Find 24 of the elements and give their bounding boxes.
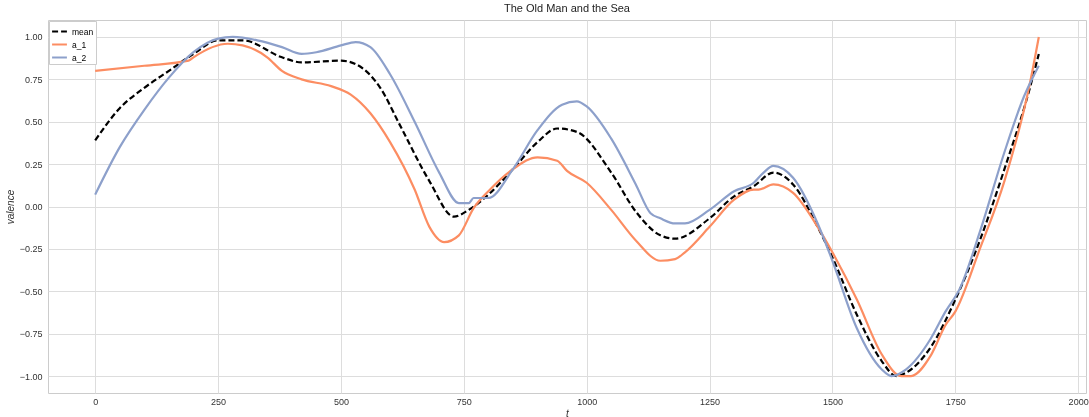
x-axis-title: t	[566, 407, 571, 417]
y-tick-label: 0.75	[24, 74, 43, 85]
chart-title: The Old Man and the Sea	[504, 2, 631, 14]
y-tick-label: −0.75	[19, 329, 43, 340]
legend-label: mean	[72, 26, 94, 37]
x-tick-label: 2000	[1068, 396, 1089, 407]
x-tick-label: 250	[211, 396, 227, 407]
x-tick-label: 1750	[945, 396, 966, 407]
x-tick-label: 1250	[700, 396, 721, 407]
x-tick-label: 0	[93, 396, 99, 407]
y-tick-label: −1.00	[19, 371, 43, 382]
y-tick-label: −0.50	[19, 286, 43, 297]
y-tick-label: 1.00	[24, 32, 43, 43]
y-tick-label: −0.25	[19, 244, 43, 255]
y-tick-label: 0.50	[24, 117, 43, 128]
x-tick-label: 1000	[577, 396, 598, 407]
x-tick-label: 1500	[822, 396, 843, 407]
legend-label: a_1	[72, 39, 87, 50]
x-tick-label: 750	[456, 396, 472, 407]
y-axis-title: valence	[4, 189, 16, 225]
legend-label: a_2	[72, 52, 87, 63]
y-tick-label: 0.25	[24, 159, 43, 170]
y-tick-label: 0.00	[24, 202, 43, 212]
x-tick-label: 500	[333, 396, 349, 407]
